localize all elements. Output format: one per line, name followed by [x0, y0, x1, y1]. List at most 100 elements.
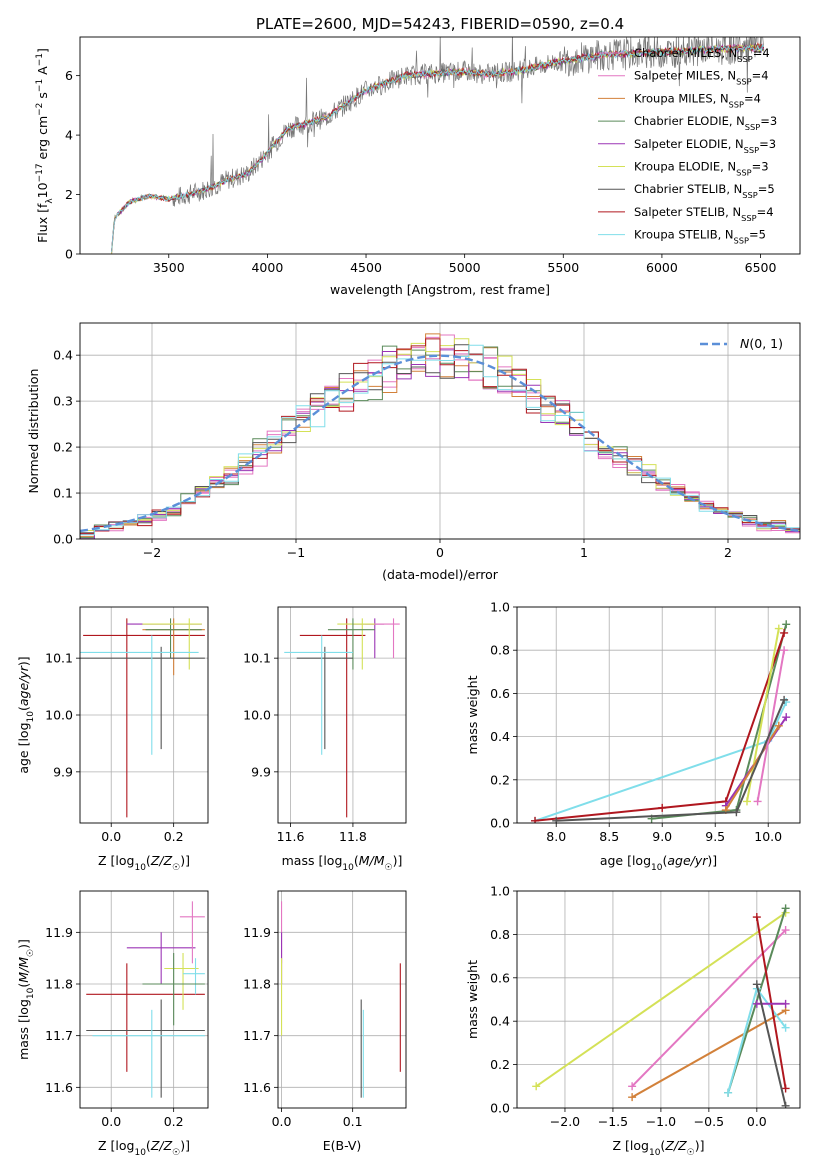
- x-tick-label: 0.2: [164, 1114, 184, 1129]
- weight-marker: [780, 695, 789, 704]
- legend-label: Kroupa MILES, NSSP=4: [634, 91, 761, 109]
- x-tick-label: −1: [287, 545, 305, 560]
- x-tick-label: 0: [436, 545, 444, 560]
- weight-marker: [781, 926, 790, 935]
- weight-marker: [782, 620, 791, 629]
- histogram-step: [80, 333, 800, 538]
- weight-line: [534, 632, 786, 822]
- x-tick-label: 4000: [251, 260, 283, 275]
- weight-marker: [781, 999, 790, 1008]
- weight-marker: [780, 646, 789, 655]
- x-tick-label: 11.6: [277, 829, 305, 844]
- x-tick-label: 5000: [449, 260, 481, 275]
- residuals-plot-area: [80, 333, 800, 539]
- mass_vs_ebv-plot-area: [281, 901, 401, 1098]
- y-tick-label: 11.6: [45, 1080, 73, 1095]
- weight-marker: [752, 999, 761, 1008]
- histogram-step: [80, 338, 800, 535]
- y-tick-label: 1.0: [490, 884, 510, 899]
- model-spectrum-line: [111, 43, 765, 253]
- y-tick-label: 10.0: [45, 708, 73, 723]
- mass_weight_vs_age-ylabel: mass weight: [465, 675, 480, 754]
- x-tick-label: 3500: [153, 260, 185, 275]
- legend-label: Chabrier STELIB, NSSP=5: [634, 182, 775, 200]
- mass_vs_Z-plot-area: [86, 901, 205, 1098]
- y-tick-label: 0.2: [490, 1057, 510, 1072]
- y-tick-label: 11.9: [243, 925, 271, 940]
- mass_weight_vs_age-frame: [516, 606, 801, 824]
- legend-label: Kroupa STELIB, NSSP=5: [634, 228, 766, 246]
- weight-line: [755, 984, 787, 1107]
- residuals-ylabel: Normed distribution: [26, 369, 41, 494]
- y-tick-label: 11.9: [45, 925, 73, 940]
- weight-line: [631, 1009, 787, 1099]
- spectrum-xlabel: wavelength [Angstrom, rest frame]: [330, 282, 550, 297]
- weight-line: [724, 725, 780, 811]
- x-tick-label: 1: [580, 545, 588, 560]
- weight-marker: [753, 797, 762, 806]
- y-tick-label: 11.7: [243, 1028, 271, 1043]
- age_vs_Z-ylabel: age [log10(age/yr)]: [16, 656, 36, 773]
- mass_weight_vs_age-xlabel: age [log10(age/yr)]: [600, 853, 717, 873]
- x-tick-label: −1.5: [598, 1114, 628, 1129]
- histogram-step: [80, 344, 800, 536]
- weight-marker: [531, 816, 540, 823]
- mass_vs_ebv-ticks: 0.0 0.1 11.6 11.7 11.8 11.9: [243, 925, 362, 1129]
- residuals-frame: [79, 322, 801, 540]
- age_vs_mass-ticks: 11.6 11.8 9.9 10.0 10.1: [243, 651, 367, 844]
- spectrum-ylabel: Flux [fλ10−17 erg cm−2 s−1 A−1]: [35, 48, 55, 243]
- y-tick-label: 0.8: [490, 643, 510, 658]
- y-tick-label: 0.4: [53, 348, 73, 363]
- weight-marker: [532, 1082, 541, 1091]
- mass_weight_vs_age-grid: [517, 606, 800, 824]
- weight-marker: [658, 803, 667, 812]
- weight-line: [651, 624, 788, 820]
- y-tick-label: 0.0: [490, 816, 510, 831]
- x-tick-label: 0.2: [164, 829, 184, 844]
- mass_weight_vs_age-ticks: 8.0 8.5 9.0 9.5 10.0 0.0 0.2 0.4 0.6 0.8 1.0: [490, 600, 782, 845]
- y-tick-label: 9.9: [251, 764, 271, 779]
- residuals-axes: −2 −1 0 1 2 0.0 0.1 0.2 0.3 0.4 N(0, 1) (data-model…: [26, 322, 801, 582]
- weight-marker: [774, 624, 783, 633]
- mass_weight_vs_age-plot-area: [531, 620, 791, 823]
- legend-label: Chabrier ELODIE, NSSP=3: [634, 114, 777, 132]
- y-tick-label: 10.1: [45, 651, 73, 666]
- weight-marker: [774, 721, 783, 730]
- weight-marker: [552, 816, 561, 823]
- y-tick-label: 10.1: [243, 651, 271, 666]
- mass_vs_Z-ylabel: mass [log10(M/M☉)]: [16, 939, 36, 1060]
- weight-marker: [781, 1023, 790, 1032]
- mass_vs_ebv-grid: [278, 891, 406, 1108]
- x-tick-label: 6000: [646, 260, 678, 275]
- residuals-xlabel: (data-model)/error: [382, 567, 499, 582]
- x-tick-label: 8.5: [599, 829, 619, 844]
- x-tick-label: 8.0: [546, 829, 566, 844]
- age_vs_Z-axes: 0.0 0.2 9.9 10.0 10.1 Z [log10(Z/Z☉)] age [log…: [16, 606, 209, 873]
- mass_vs_Z-axes: 0.0 0.2 11.6 11.7 11.8 11.9 Z [log10(Z/Z☉)] mas…: [16, 890, 209, 1158]
- y-tick-label: 10.0: [243, 708, 271, 723]
- weight-marker: [782, 713, 791, 722]
- x-tick-label: 0.1: [343, 1114, 363, 1129]
- age_vs_mass-axes: 11.6 11.8 9.9 10.0 10.1 mass [log10(M/M☉)]: [243, 606, 407, 873]
- y-tick-label: 11.8: [45, 977, 73, 992]
- mass_weight_vs_Z-ticks: −2.0 −1.5 −1.0 −0.5 0.0 0.0 0.2 0.4 0.6 0.8 1.0: [490, 884, 767, 1130]
- normal-curve: [80, 354, 800, 533]
- y-tick-label: 11.8: [243, 977, 271, 992]
- age_vs_Z-plot-area: [80, 618, 205, 818]
- spectrum-ticks: 3500 4000 4500 5000 5500 6000 6500 0 2 4 6: [65, 68, 776, 275]
- legend-label: Salpeter STELIB, NSSP=4: [634, 205, 774, 223]
- y-tick-label: 0: [65, 247, 73, 262]
- y-tick-label: 1.0: [490, 600, 510, 615]
- mass_vs_ebv-axes: 0.0 0.1 11.6 11.7 11.8 11.9 E(B-V): [243, 890, 407, 1153]
- legend-label: Salpeter ELODIE, NSSP=3: [634, 137, 776, 155]
- mass_weight_vs_Z-axes: −2.0 −1.5 −1.0 −0.5 0.0 0.0 0.2 0.4 0.6 0.8 1.0 Z […: [465, 884, 801, 1158]
- mass_vs_ebv-xlabel: E(B-V): [323, 1138, 362, 1153]
- spectrum-legend: Chabrier MILES, NSSP=4 Salpeter MILES, NS…: [598, 46, 777, 246]
- x-tick-label: −0.5: [694, 1114, 724, 1129]
- y-tick-label: 0.4: [490, 729, 510, 744]
- age_vs_Z-xlabel: Z [log10(Z/Z☉)]: [98, 853, 190, 873]
- x-tick-label: 9.5: [705, 829, 725, 844]
- weight-line: [631, 929, 787, 1088]
- legend-label: Chabrier MILES, NSSP=4: [634, 46, 770, 64]
- y-tick-label: 2: [65, 187, 73, 202]
